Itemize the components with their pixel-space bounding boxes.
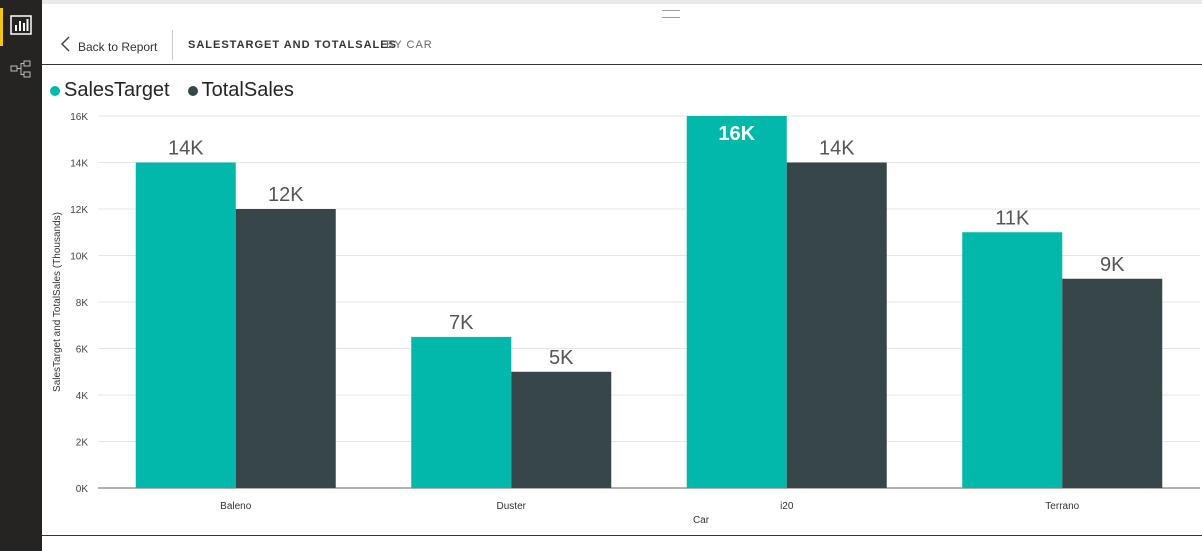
chevron-left-icon	[60, 36, 72, 57]
x-axis-label: Car	[693, 515, 710, 526]
y-tick-label: 14K	[70, 159, 88, 170]
data-label: 7K	[449, 312, 474, 334]
bar-salestarget-baleno	[135, 162, 236, 488]
data-label: 9K	[1100, 254, 1125, 276]
bar-totalsales-i20	[786, 162, 887, 488]
y-tick-label: 16K	[70, 112, 88, 123]
data-label: 16K	[718, 123, 755, 145]
resize-handle[interactable]	[662, 10, 680, 18]
data-label: 14K	[819, 138, 855, 160]
sidebar-item-report[interactable]	[0, 8, 42, 46]
data-label: 11K	[995, 207, 1030, 229]
header-divider	[172, 30, 173, 60]
page-subtitle: BY CAR	[386, 39, 433, 51]
data-label: 14K	[168, 138, 204, 160]
y-tick-label: 12K	[70, 205, 88, 216]
report-chart-icon	[10, 14, 32, 40]
sidebar-item-hierarchy[interactable]	[0, 52, 42, 90]
legend-dot-totalsales	[187, 85, 198, 96]
bar-chart: 0K 2K 4K 6K 8K 10K 12K 14K 16K SalesTarget and To…	[52, 112, 1200, 526]
sidebar	[0, 0, 42, 551]
y-tick-label: 8K	[76, 298, 89, 309]
x-tick-label: Terrano	[1045, 501, 1079, 512]
back-to-report-label: Back to Report	[78, 39, 158, 54]
y-axis-label: SalesTarget and TotalSales (Thousands)	[52, 212, 63, 392]
chart-legend: SalesTarget TotalSales	[50, 79, 294, 102]
hierarchy-icon	[10, 60, 32, 83]
legend-label-salestarget: SalesTarget	[64, 79, 170, 101]
active-indicator	[0, 8, 3, 46]
y-tick-label: 10K	[70, 252, 88, 263]
bar-totalsales-baleno	[235, 209, 336, 488]
y-tick-label: 4K	[76, 391, 89, 402]
legend-item-totalsales[interactable]: TotalSales	[187, 79, 294, 102]
legend-dot-salestarget	[50, 85, 60, 96]
y-tick-label: 0K	[76, 484, 89, 495]
data-label: 5K	[549, 347, 574, 369]
data-label: 12K	[268, 184, 304, 206]
x-tick-label: Baleno	[220, 501, 252, 512]
legend-label-totalsales: TotalSales	[201, 79, 294, 101]
y-tick-label: 6K	[76, 345, 89, 356]
bar-salestarget-i20	[686, 116, 787, 488]
bar-salestarget-duster	[411, 336, 512, 488]
bar-salestarget-terrano	[962, 232, 1063, 488]
x-tick-label: i20	[780, 501, 794, 512]
chart-visual: SalesTarget TotalSales 0K 2K 4K 6K 8K 10K 12K 1…	[42, 64, 1202, 536]
top-strip	[42, 0, 1202, 4]
drillthrough-header: Back to Report SALESTARGET AND TOTALSALE…	[42, 26, 1202, 64]
legend-item-salestarget[interactable]: SalesTarget	[50, 79, 170, 102]
back-to-report-button[interactable]: Back to Report	[60, 36, 157, 57]
page-title: SALESTARGET AND TOTALSALES	[188, 39, 397, 51]
bar-totalsales-terrano	[1062, 278, 1163, 488]
bar-totalsales-duster	[511, 371, 612, 488]
x-tick-label: Duster	[497, 501, 527, 512]
y-tick-label: 2K	[76, 438, 89, 449]
